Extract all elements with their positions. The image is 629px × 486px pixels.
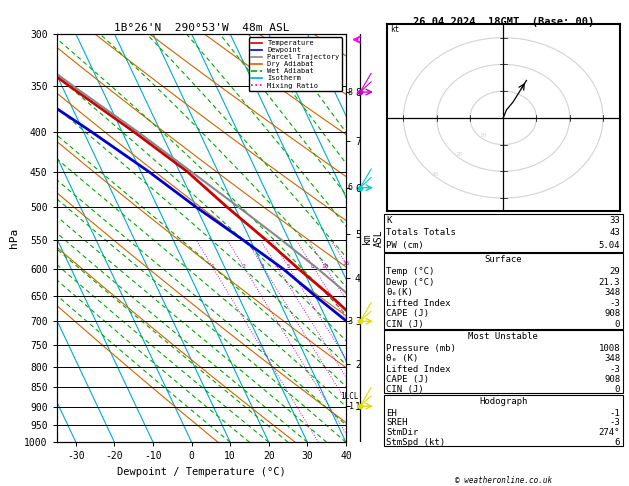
Text: 8: 8 [347, 87, 352, 97]
Text: Surface: Surface [484, 255, 522, 264]
Text: 908: 908 [604, 375, 620, 384]
Text: PW (cm): PW (cm) [386, 241, 424, 250]
Text: 348: 348 [604, 288, 620, 297]
Text: 2: 2 [242, 264, 245, 269]
Text: Most Unstable: Most Unstable [468, 332, 538, 341]
Text: 4: 4 [275, 264, 279, 269]
X-axis label: Dewpoint / Temperature (°C): Dewpoint / Temperature (°C) [117, 467, 286, 477]
Text: 908: 908 [604, 310, 620, 318]
Text: 1: 1 [210, 264, 214, 269]
Text: 26.04.2024  18GMT  (Base: 00): 26.04.2024 18GMT (Base: 00) [413, 17, 594, 27]
Text: Hodograph: Hodograph [479, 397, 527, 406]
Text: -1: -1 [610, 409, 620, 418]
Text: 29: 29 [610, 267, 620, 277]
Text: StmSpd (kt): StmSpd (kt) [386, 438, 445, 447]
Text: 5.04: 5.04 [599, 241, 620, 250]
Title: 1B°26'N  290°53'W  48m ASL: 1B°26'N 290°53'W 48m ASL [113, 23, 289, 33]
Text: Lifted Index: Lifted Index [386, 299, 451, 308]
Text: 1LCL: 1LCL [340, 393, 359, 401]
Text: 10: 10 [321, 264, 329, 269]
Text: kt: kt [390, 25, 399, 35]
Text: 8: 8 [311, 264, 315, 269]
Text: 5: 5 [286, 264, 290, 269]
Text: 10: 10 [479, 133, 487, 138]
Text: EH: EH [386, 409, 397, 418]
Text: 0: 0 [615, 385, 620, 394]
Text: 6: 6 [615, 438, 620, 447]
Text: Dewp (°C): Dewp (°C) [386, 278, 435, 287]
Y-axis label: km
ASL: km ASL [362, 229, 384, 247]
Text: Lifted Index: Lifted Index [386, 364, 451, 374]
Text: -1: -1 [345, 401, 355, 411]
Text: 3: 3 [347, 317, 352, 326]
Text: SREH: SREH [386, 418, 408, 428]
Text: Temp (°C): Temp (°C) [386, 267, 435, 277]
Text: StmDir: StmDir [386, 428, 418, 437]
Text: 0: 0 [615, 320, 620, 329]
Text: 15: 15 [342, 261, 350, 266]
Text: -3: -3 [610, 299, 620, 308]
Text: -3: -3 [610, 418, 620, 428]
Text: CAPE (J): CAPE (J) [386, 310, 429, 318]
Text: K: K [386, 216, 392, 225]
Text: θₑ (K): θₑ (K) [386, 354, 418, 364]
Text: © weatheronline.co.uk: © weatheronline.co.uk [455, 476, 552, 485]
Text: θₑ(K): θₑ(K) [386, 288, 413, 297]
Text: 43: 43 [610, 228, 620, 238]
Y-axis label: hPa: hPa [9, 228, 18, 248]
Text: Pressure (mb): Pressure (mb) [386, 344, 456, 353]
Text: -3: -3 [610, 364, 620, 374]
Text: CIN (J): CIN (J) [386, 385, 424, 394]
Text: 274°: 274° [599, 428, 620, 437]
Text: 1008: 1008 [599, 344, 620, 353]
Text: 3: 3 [261, 264, 265, 269]
Legend: Temperature, Dewpoint, Parcel Trajectory, Dry Adiabat, Wet Adiabat, Isotherm, Mi: Temperature, Dewpoint, Parcel Trajectory… [248, 37, 342, 91]
Text: 30: 30 [431, 172, 439, 176]
Text: CIN (J): CIN (J) [386, 320, 424, 329]
Text: 348: 348 [604, 354, 620, 364]
Text: 6: 6 [347, 183, 352, 192]
Text: CAPE (J): CAPE (J) [386, 375, 429, 384]
Text: 33: 33 [610, 216, 620, 225]
Text: Totals Totals: Totals Totals [386, 228, 456, 238]
Text: 21.3: 21.3 [599, 278, 620, 287]
Text: 20: 20 [455, 152, 463, 157]
